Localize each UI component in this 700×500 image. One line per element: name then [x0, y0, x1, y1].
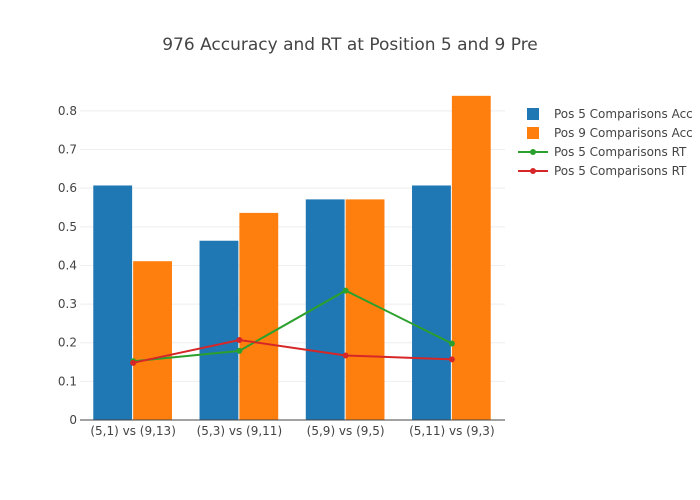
bar-series-2[interactable]	[451, 95, 491, 420]
bar-series-2[interactable]	[133, 261, 172, 420]
x-tick-label: (5,9) vs (9,5)	[307, 424, 385, 438]
lines-layer	[130, 287, 455, 366]
y-tick-label: 0.7	[58, 143, 77, 157]
x-tick-label: (5,3) vs (9,11)	[197, 424, 283, 438]
y-tick-label: 0.3	[58, 297, 77, 311]
axes-layer: 0 0.1 0.2 0.3 0.4 0.5 0.6 0.7 0.8 (5,1) vs (9,13)…	[58, 104, 505, 438]
line-point[interactable]	[236, 347, 243, 354]
y-tick-label: 0.4	[58, 258, 77, 272]
y-tick-label: 0.5	[58, 220, 77, 234]
legend[interactable]: Pos 5 Comparisons Acc Pos 9 Comparisons A…	[518, 107, 693, 178]
legend-swatch	[527, 127, 539, 139]
legend-swatch-marker	[530, 168, 536, 174]
y-tick-label: 0.2	[58, 336, 77, 350]
legend-swatch-marker	[530, 149, 536, 155]
line-point[interactable]	[342, 352, 349, 359]
x-tick-label: (5,1) vs (9,13)	[90, 424, 176, 438]
line-point[interactable]	[130, 359, 137, 366]
bar-series-1[interactable]	[412, 185, 451, 420]
line-point[interactable]	[342, 287, 349, 294]
bar-series-1[interactable]	[93, 185, 133, 420]
legend-item-label[interactable]: Pos 5 Comparisons RT	[554, 145, 687, 159]
legend-swatch	[527, 108, 539, 120]
legend-item-label[interactable]: Pos 9 Comparisons Acc	[554, 126, 693, 140]
bars-layer	[93, 95, 491, 420]
y-tick-label: 0.8	[58, 104, 77, 118]
bar-series-2[interactable]	[345, 199, 385, 420]
y-tick-label: 0.6	[58, 181, 77, 195]
bar-series-2[interactable]	[239, 212, 279, 420]
line-series-1[interactable]	[133, 289, 453, 363]
y-tick-label: 0.1	[58, 374, 77, 388]
line-series-2[interactable]	[132, 339, 452, 364]
chart-title: 976 Accuracy and RT at Position 5 and 9 …	[162, 35, 538, 55]
legend-item-label[interactable]: Pos 5 Comparisons RT	[554, 164, 687, 178]
line-point[interactable]	[236, 337, 243, 344]
bar-series-1[interactable]	[199, 240, 239, 420]
line-point[interactable]	[448, 340, 455, 347]
legend-item-label[interactable]: Pos 5 Comparisons Acc	[554, 107, 693, 121]
y-tick-label: 0	[69, 413, 77, 427]
x-tick-label: (5,11) vs (9,3)	[409, 424, 495, 438]
line-point[interactable]	[448, 356, 455, 363]
